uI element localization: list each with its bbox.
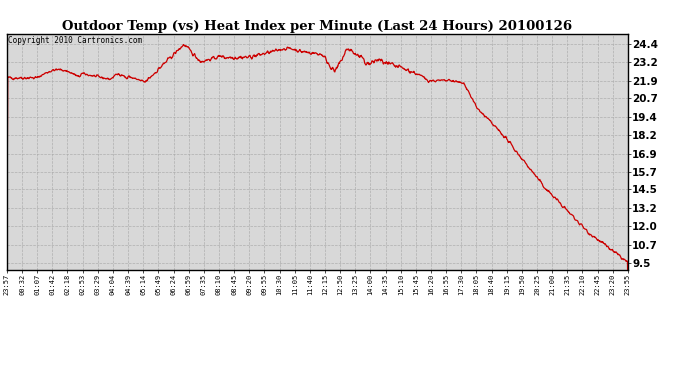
- Text: Copyright 2010 Cartronics.com: Copyright 2010 Cartronics.com: [8, 36, 142, 45]
- Title: Outdoor Temp (vs) Heat Index per Minute (Last 24 Hours) 20100126: Outdoor Temp (vs) Heat Index per Minute …: [62, 20, 573, 33]
